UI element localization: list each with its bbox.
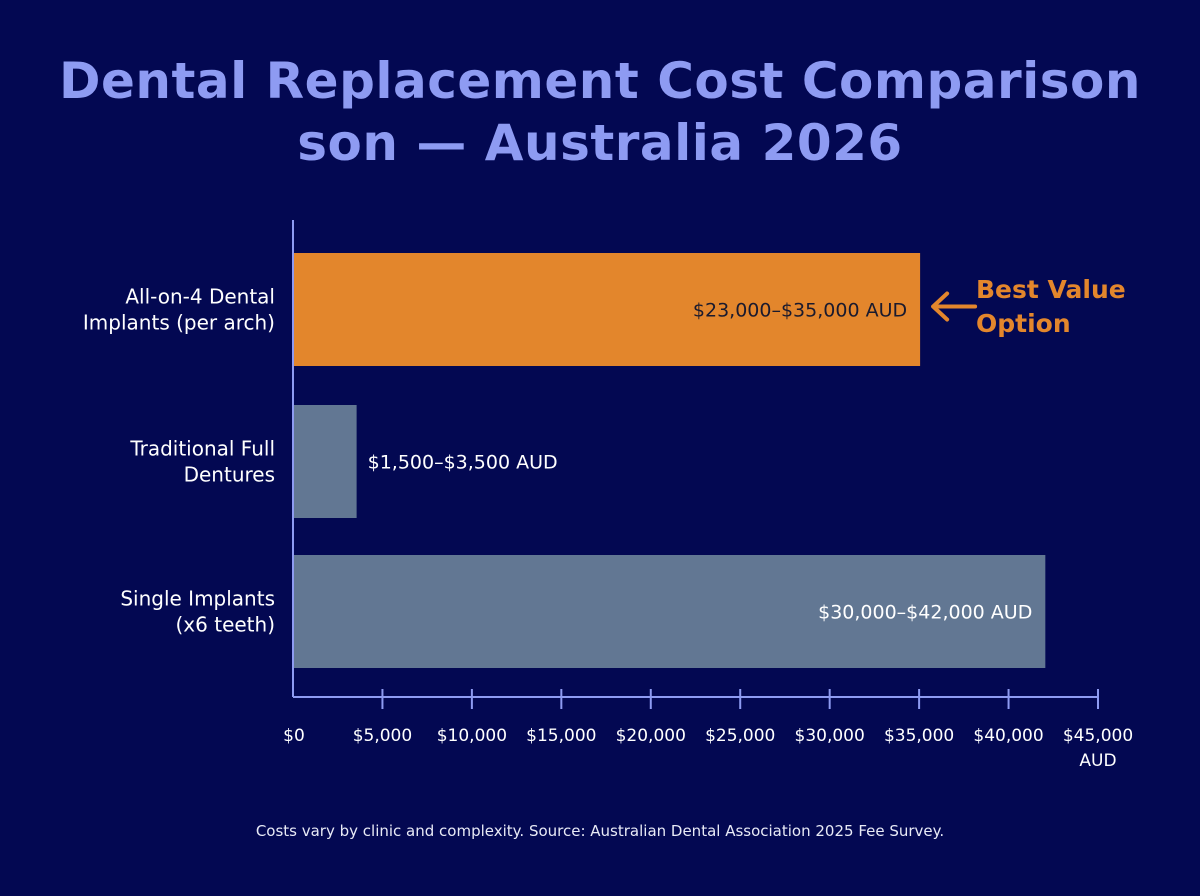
x-tick-label: $40,000 [973, 726, 1043, 746]
category-label: (x6 teeth) [176, 613, 276, 637]
bar [294, 405, 357, 518]
x-tick-label: $10,000 [437, 726, 507, 746]
data-label: $30,000–$42,000 AUD [818, 602, 1032, 624]
category-label: Dentures [184, 463, 275, 487]
x-tick-label: $30,000 [795, 726, 865, 746]
category-label: Single Implants [120, 587, 275, 611]
x-tick-label: $5,000 [353, 726, 412, 746]
chart-title-line-1: Dental Replacement Cost Comparison [58, 52, 1142, 110]
annotation-best-value: Option [976, 309, 1071, 338]
data-label: $23,000–$35,000 AUD [693, 300, 907, 322]
chart-title: Dental Replacement Cost Comparison son —… [0, 50, 1200, 174]
x-tick-label: $25,000 [705, 726, 775, 746]
category-label: Traditional Full [129, 437, 275, 461]
x-tick-label: $0 [283, 726, 305, 746]
data-label: $1,500–$3,500 AUD [368, 452, 558, 474]
bar [294, 253, 921, 366]
category-label: All-on-4 Dental [125, 285, 275, 309]
chart-title-line-2: son — Australia 2026 [297, 114, 903, 172]
bar [294, 555, 1046, 668]
x-tick-label: $20,000 [616, 726, 686, 746]
x-tick-label: $15,000 [526, 726, 596, 746]
annotation-best-value: Best Value [976, 275, 1126, 304]
arrow-left-icon [931, 291, 978, 322]
chart-footer-note: Costs vary by clinic and complexity. Sou… [255, 822, 945, 840]
x-axis-unit: AUD [1079, 751, 1116, 771]
x-tick-label: $45,000 [1063, 726, 1133, 746]
category-label: Implants (per arch) [83, 311, 275, 335]
x-tick-label: $35,000 [884, 726, 954, 746]
